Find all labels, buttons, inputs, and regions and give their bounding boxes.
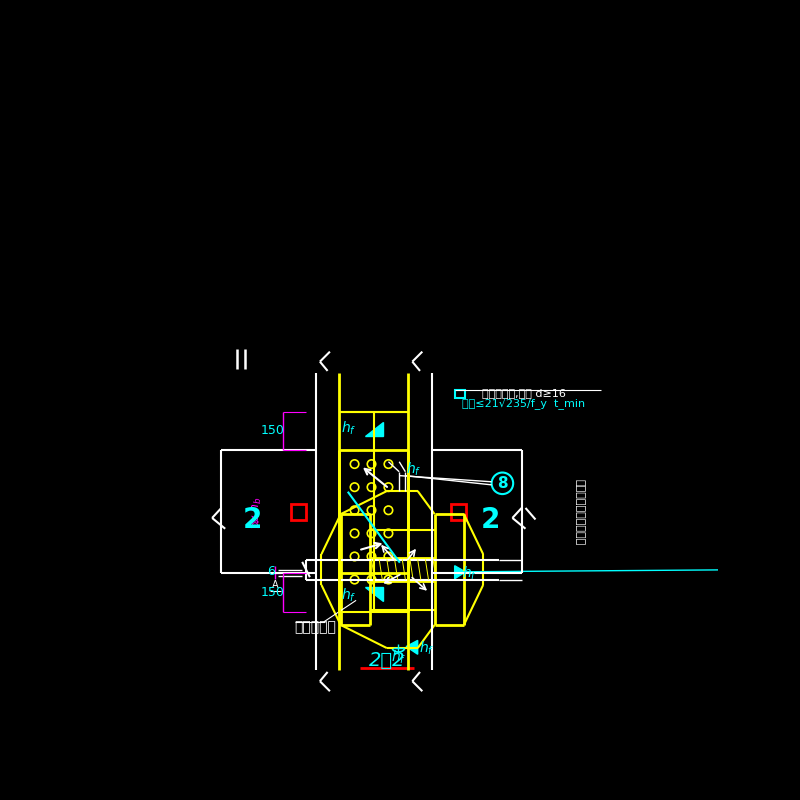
- Text: $h_f$: $h_f$: [462, 565, 478, 582]
- Text: 2－2: 2－2: [369, 651, 405, 670]
- Polygon shape: [365, 587, 383, 601]
- Text: 单面补强板: 单面补强板: [294, 620, 336, 634]
- Text: $h_f$: $h_f$: [342, 586, 357, 604]
- Bar: [451, 504, 466, 519]
- Text: $h_f$: $h_f$: [419, 639, 434, 657]
- Polygon shape: [454, 566, 466, 578]
- Text: 8: 8: [497, 476, 508, 491]
- Text: 2: 2: [242, 506, 262, 534]
- Text: $h_f$: $h_f$: [342, 420, 357, 438]
- Polygon shape: [365, 422, 383, 436]
- Text: 梁高 $h_b$: 梁高 $h_b$: [248, 496, 264, 528]
- Text: 间距≤21√235/f_y  t_min: 间距≤21√235/f_y t_min: [462, 398, 586, 409]
- Text: 6: 6: [267, 566, 275, 578]
- Text: 150: 150: [260, 425, 284, 438]
- Text: 150: 150: [260, 586, 284, 599]
- Text: A: A: [272, 580, 278, 590]
- Bar: [290, 504, 306, 519]
- Polygon shape: [406, 640, 418, 654]
- Text: 在腹板上焊接补强板图: 在腹板上焊接补强板图: [574, 478, 585, 545]
- Text: $h_f$: $h_f$: [406, 461, 422, 478]
- Text: $h_f$: $h_f$: [390, 649, 406, 666]
- Text: 2: 2: [481, 506, 501, 534]
- Text: 用塞焊连接,孔径 d≥16: 用塞焊连接,孔径 d≥16: [482, 388, 566, 398]
- Bar: [454, 390, 465, 398]
